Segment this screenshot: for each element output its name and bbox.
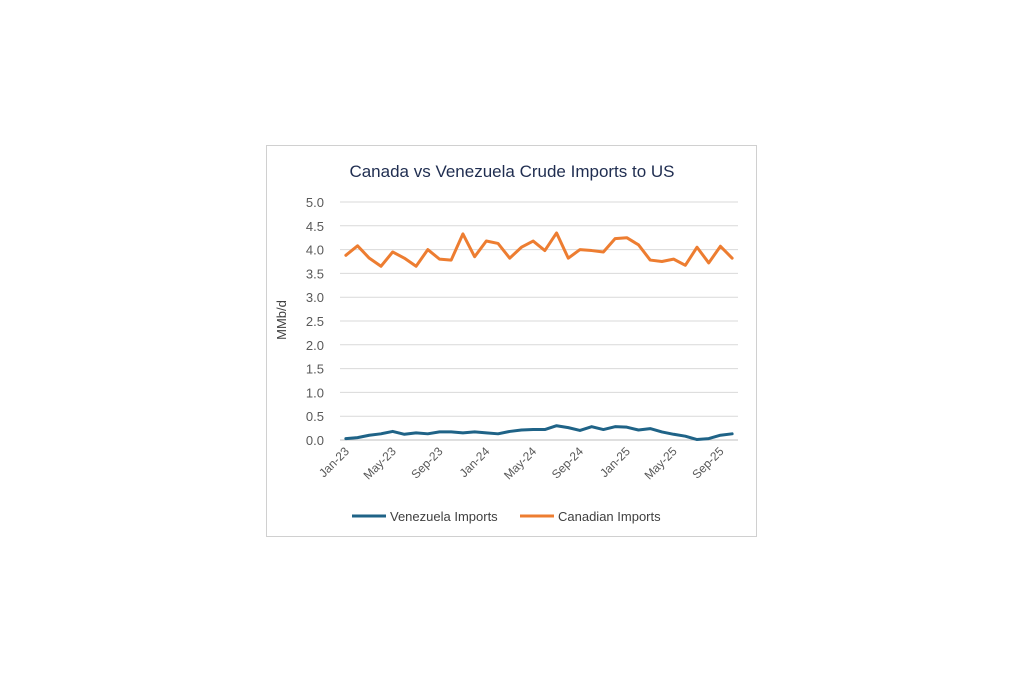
y-tick-label: 4.5 — [306, 219, 324, 234]
y-axis-label: MMb/d — [274, 300, 289, 340]
y-tick-label: 1.0 — [306, 385, 324, 400]
chart-frame — [266, 145, 757, 537]
y-tick-label: 2.0 — [306, 338, 324, 353]
y-tick-label: 3.5 — [306, 266, 324, 281]
legend-label: Canadian Imports — [558, 509, 661, 524]
legend-label: Venezuela Imports — [390, 509, 498, 524]
chart-title: Canada vs Venezuela Crude Imports to US — [349, 162, 674, 181]
y-tick-label: 3.0 — [306, 290, 324, 305]
y-tick-label: 5.0 — [306, 195, 324, 210]
y-tick-label: 4.0 — [306, 243, 324, 258]
y-tick-label: 0.5 — [306, 409, 324, 424]
y-tick-label: 2.5 — [306, 314, 324, 329]
data-line — [344, 231, 734, 268]
data-line — [344, 424, 734, 442]
y-tick-label: 0.0 — [306, 433, 324, 448]
y-tick-label: 1.5 — [306, 362, 324, 377]
